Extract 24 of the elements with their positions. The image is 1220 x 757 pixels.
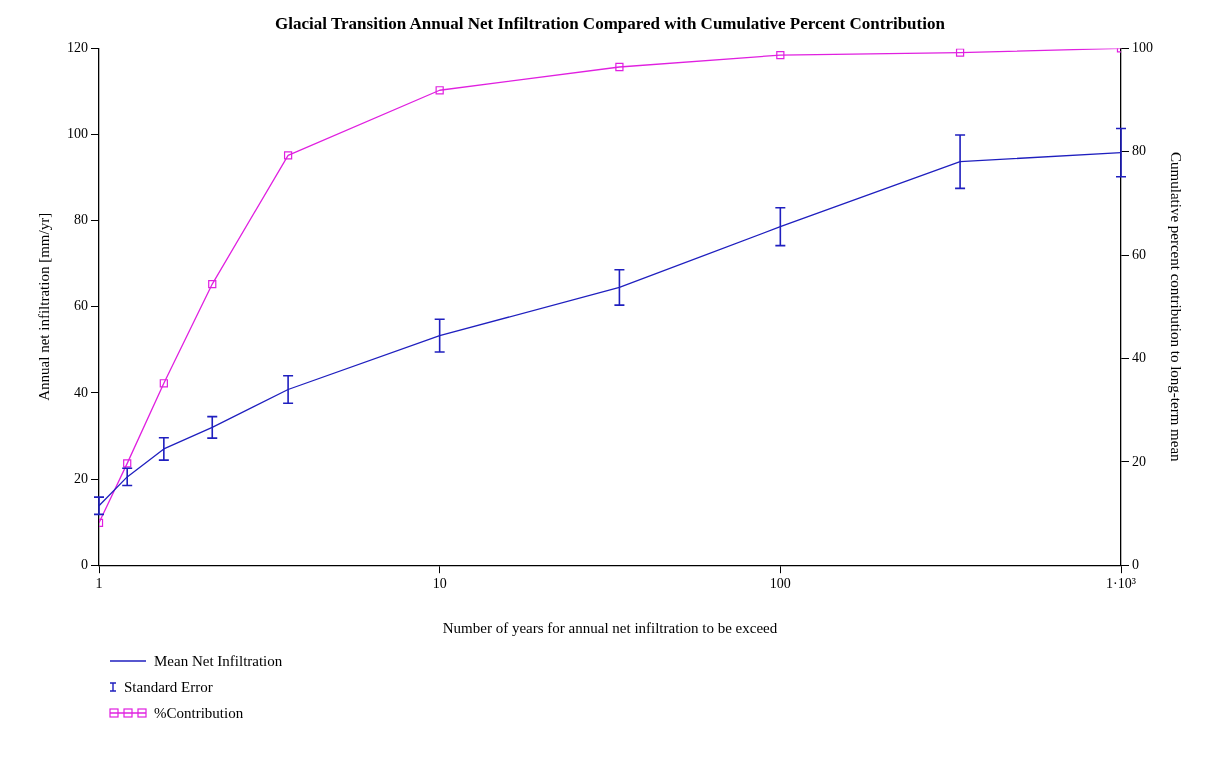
y-tick-label: 60 — [74, 298, 88, 314]
legend-label: Mean Net Infiltration — [154, 652, 283, 671]
y-axis-title: Annual net infiltration [mm/yr] — [35, 212, 52, 401]
y2-axis-title: Cumulative percent contribution to long-term mean — [1168, 152, 1185, 463]
y2-tick-label: 0 — [1132, 556, 1139, 572]
y2-tick-label: 20 — [1132, 453, 1146, 469]
y-tick-label: 120 — [67, 40, 88, 56]
y2-tick-label: 100 — [1132, 40, 1153, 56]
chart-title: Glacial Transition Annual Net Infiltration Compared with Cumulative Percent Contribution — [275, 13, 946, 33]
y-tick-label: 80 — [74, 212, 88, 228]
x-axis-title: Number of years for annual net infiltration to be exceed — [442, 619, 778, 636]
y-tick-label: 0 — [81, 556, 88, 572]
y2-tick-label: 40 — [1132, 350, 1146, 366]
x-tick-label: 10 — [432, 576, 447, 592]
text: Standard Error — [124, 678, 213, 697]
legend-label: %Contribution — [154, 704, 244, 723]
y-tick-label: 40 — [74, 384, 88, 400]
y-tick-label: 20 — [74, 470, 88, 486]
x-tick-label: 1 — [95, 576, 103, 592]
y2-tick-label: 80 — [1132, 143, 1146, 159]
x-tick-label: 1·10³ — [1106, 576, 1136, 592]
x-tick-label: 100 — [769, 576, 791, 592]
y-tick-label: 100 — [67, 126, 88, 142]
y2-tick-label: 60 — [1132, 246, 1146, 262]
